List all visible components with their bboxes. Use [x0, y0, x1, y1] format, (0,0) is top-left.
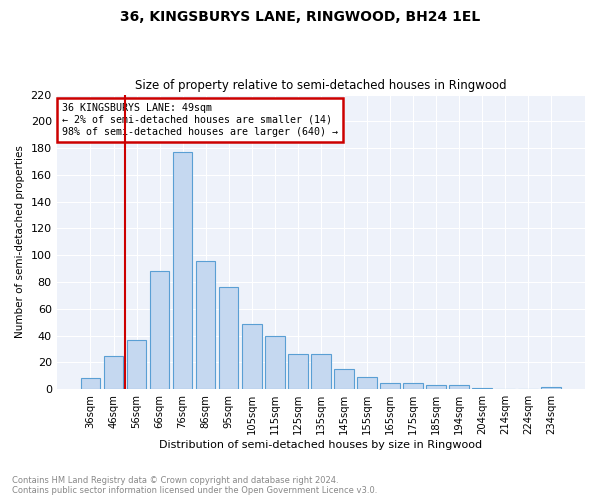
X-axis label: Distribution of semi-detached houses by size in Ringwood: Distribution of semi-detached houses by …: [159, 440, 482, 450]
Text: 36, KINGSBURYS LANE, RINGWOOD, BH24 1EL: 36, KINGSBURYS LANE, RINGWOOD, BH24 1EL: [120, 10, 480, 24]
Bar: [288, 354, 308, 389]
Y-axis label: Number of semi-detached properties: Number of semi-detached properties: [15, 146, 25, 338]
Bar: [403, 382, 423, 389]
Bar: [173, 152, 193, 389]
Bar: [265, 336, 284, 389]
Bar: [150, 272, 169, 389]
Bar: [357, 377, 377, 389]
Bar: [541, 386, 561, 389]
Bar: [472, 388, 492, 389]
Text: Contains HM Land Registry data © Crown copyright and database right 2024.
Contai: Contains HM Land Registry data © Crown c…: [12, 476, 377, 495]
Text: 36 KINGSBURYS LANE: 49sqm
← 2% of semi-detached houses are smaller (14)
98% of s: 36 KINGSBURYS LANE: 49sqm ← 2% of semi-d…: [62, 104, 338, 136]
Bar: [426, 385, 446, 389]
Bar: [219, 288, 238, 389]
Bar: [242, 324, 262, 389]
Bar: [104, 356, 123, 389]
Bar: [127, 340, 146, 389]
Bar: [196, 260, 215, 389]
Bar: [380, 382, 400, 389]
Bar: [334, 369, 353, 389]
Bar: [449, 385, 469, 389]
Title: Size of property relative to semi-detached houses in Ringwood: Size of property relative to semi-detach…: [135, 79, 506, 92]
Bar: [311, 354, 331, 389]
Bar: [80, 378, 100, 389]
